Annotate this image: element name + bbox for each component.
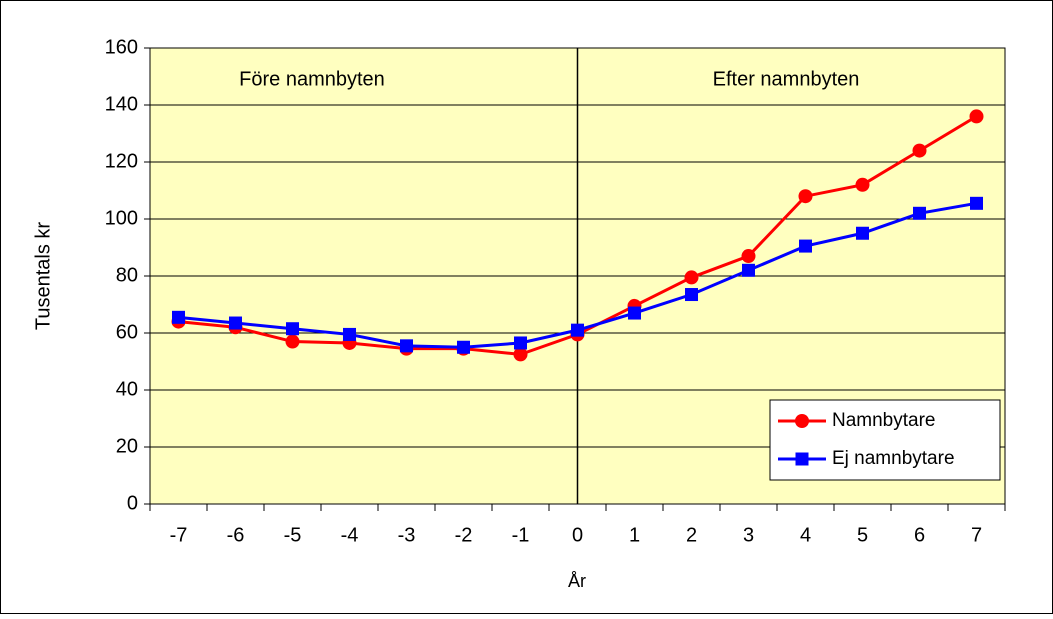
marker bbox=[229, 316, 242, 330]
marker bbox=[970, 196, 983, 210]
marker bbox=[285, 334, 300, 349]
x-tick-label: 1 bbox=[629, 524, 640, 546]
marker bbox=[286, 322, 299, 336]
marker bbox=[400, 339, 413, 353]
marker bbox=[741, 249, 756, 264]
x-tick-label: -5 bbox=[284, 524, 302, 546]
x-tick-label: -7 bbox=[170, 524, 188, 546]
y-tick-label: 40 bbox=[116, 378, 138, 400]
marker bbox=[685, 288, 698, 302]
x-tick-label: -6 bbox=[227, 524, 245, 546]
marker bbox=[628, 306, 641, 320]
marker bbox=[172, 310, 185, 324]
y-tick-label: 20 bbox=[116, 435, 138, 457]
x-tick-label: 3 bbox=[743, 524, 754, 546]
y-tick-label: 140 bbox=[105, 93, 138, 115]
x-tick-label: -1 bbox=[512, 524, 530, 546]
x-tick-label: -4 bbox=[341, 524, 359, 546]
y-axis-label: Tusentals kr bbox=[32, 222, 54, 331]
x-tick-label: -3 bbox=[398, 524, 416, 546]
legend bbox=[769, 399, 1001, 481]
marker bbox=[795, 414, 809, 428]
marker bbox=[343, 327, 356, 341]
marker bbox=[913, 206, 926, 220]
y-tick-label: 80 bbox=[116, 264, 138, 286]
marker bbox=[795, 452, 809, 466]
x-tick-label: 5 bbox=[857, 524, 868, 546]
x-tick-label: 4 bbox=[800, 524, 811, 546]
marker bbox=[969, 109, 984, 124]
marker bbox=[855, 177, 870, 192]
marker bbox=[457, 340, 470, 354]
y-tick-label: 160 bbox=[105, 36, 138, 58]
marker bbox=[571, 323, 584, 337]
x-tick-label: 2 bbox=[686, 524, 697, 546]
x-tick-label: 7 bbox=[971, 524, 982, 546]
x-tick-label: 0 bbox=[572, 524, 583, 546]
annotation: Efter namnbyten bbox=[713, 68, 860, 90]
marker bbox=[514, 336, 527, 350]
y-tick-label: 120 bbox=[105, 150, 138, 172]
marker bbox=[513, 347, 528, 362]
marker bbox=[856, 226, 869, 240]
marker bbox=[742, 263, 755, 277]
x-tick-label: 6 bbox=[914, 524, 925, 546]
y-tick-label: 60 bbox=[116, 321, 138, 343]
annotation: Före namnbyten bbox=[239, 68, 385, 90]
marker bbox=[798, 189, 813, 204]
legend-label: Namnbytare bbox=[832, 410, 936, 431]
x-tick-label: -2 bbox=[455, 524, 473, 546]
marker bbox=[684, 270, 699, 285]
marker bbox=[799, 239, 812, 253]
marker bbox=[912, 143, 927, 158]
legend-label: Ej namnbytare bbox=[832, 448, 955, 469]
y-tick-label: 0 bbox=[127, 492, 138, 514]
y-tick-label: 100 bbox=[105, 207, 138, 229]
x-axis-label: År bbox=[568, 571, 586, 591]
